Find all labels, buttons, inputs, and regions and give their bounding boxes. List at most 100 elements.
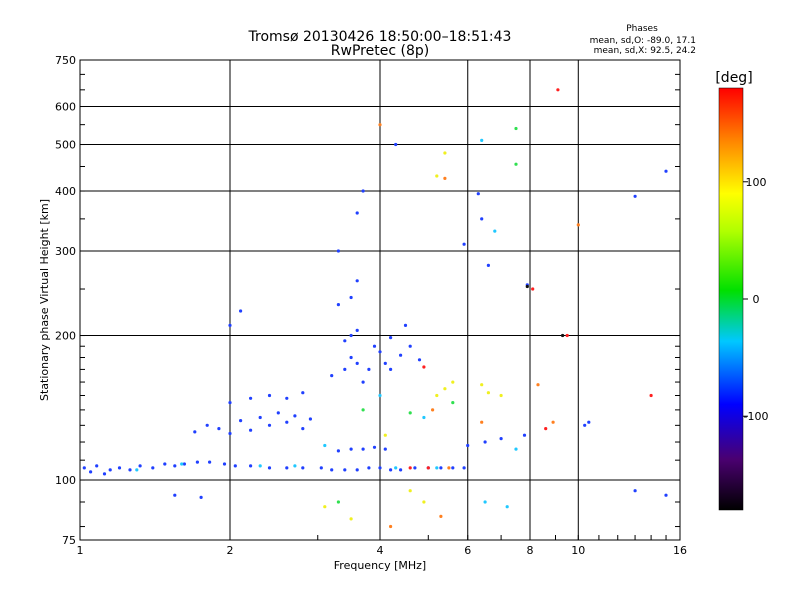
- colorbar-tick-label: -100: [744, 410, 769, 423]
- stats-line-x: mean, sd,X: 92.5, 24.2: [594, 46, 696, 56]
- data-point: [394, 142, 398, 147]
- x-tick-label: 4: [377, 544, 384, 557]
- data-point: [505, 505, 509, 509]
- data-point: [193, 430, 197, 434]
- x-tick-label: 2: [227, 544, 234, 557]
- colorbar-ticks: 100 0 -100: [743, 176, 768, 423]
- data-point: [355, 328, 359, 332]
- x-tick-label: 1: [77, 544, 84, 557]
- data-point: [361, 447, 365, 451]
- x-axis-label: Frequency [MHz]: [334, 559, 426, 572]
- y-tick-label: 300: [55, 245, 76, 258]
- data-point: [199, 495, 203, 499]
- data-point: [228, 401, 232, 405]
- colorbar-unit: [deg]: [715, 70, 752, 86]
- data-point: [233, 464, 237, 468]
- data-point: [565, 333, 569, 338]
- data-point: [462, 466, 466, 470]
- data-point: [633, 194, 637, 198]
- data-point: [128, 468, 132, 472]
- data-point: [267, 393, 272, 398]
- data-point: [483, 500, 487, 504]
- data-point: [556, 88, 560, 92]
- data-point: [308, 417, 312, 421]
- data-point: [355, 468, 359, 472]
- data-point: [525, 284, 529, 289]
- data-point: [435, 393, 439, 398]
- data-point: [95, 464, 99, 468]
- data-point: [486, 391, 490, 395]
- data-point: [319, 466, 323, 470]
- data-point: [208, 460, 212, 464]
- data-point: [323, 443, 327, 448]
- data-point: [587, 420, 591, 424]
- x-axis: 1 2 4 6 8 10 16: [77, 535, 687, 557]
- data-point: [361, 408, 365, 412]
- data-point: [336, 500, 340, 504]
- data-point: [514, 162, 518, 166]
- data-point: [664, 493, 668, 497]
- colorbar: [deg] 100 0 -100: [715, 70, 768, 511]
- data-point: [343, 367, 347, 371]
- data-point: [367, 466, 371, 470]
- grid-lines: [80, 60, 680, 540]
- data-point: [151, 466, 155, 470]
- x-tick-label: 16: [673, 544, 687, 557]
- data-points: [82, 88, 668, 529]
- data-point: [205, 423, 209, 427]
- stats-heading: Phases: [626, 24, 658, 34]
- data-point: [330, 468, 334, 472]
- data-point: [361, 380, 365, 384]
- data-point: [330, 374, 334, 378]
- data-point: [499, 437, 503, 441]
- data-point: [195, 460, 199, 464]
- data-point: [355, 279, 359, 283]
- data-point: [422, 365, 426, 369]
- data-point: [267, 423, 272, 427]
- data-point: [561, 333, 565, 338]
- data-point: [138, 464, 142, 468]
- data-point: [163, 462, 167, 466]
- data-point: [389, 468, 393, 472]
- data-point: [217, 427, 221, 431]
- data-point: [82, 466, 86, 470]
- x-tick-label: 8: [527, 544, 534, 557]
- data-point: [551, 420, 555, 424]
- data-point: [480, 420, 484, 424]
- data-point: [285, 420, 289, 424]
- data-point: [443, 151, 447, 155]
- data-point: [361, 189, 365, 193]
- colorbar-tick-label: 0: [753, 293, 760, 306]
- data-point: [544, 427, 548, 431]
- data-point: [417, 358, 422, 362]
- data-point: [426, 466, 430, 470]
- data-point: [249, 464, 253, 468]
- data-point: [367, 367, 371, 371]
- data-point: [408, 466, 412, 470]
- data-point: [301, 427, 305, 431]
- data-point: [349, 447, 353, 451]
- data-point: [514, 447, 518, 451]
- y-tick-label: 500: [55, 139, 76, 152]
- y-tick-label: 750: [55, 54, 76, 67]
- data-point: [102, 472, 107, 476]
- data-point: [355, 211, 359, 215]
- data-point: [349, 355, 353, 360]
- data-point: [336, 249, 340, 253]
- data-point: [583, 423, 587, 427]
- data-point: [408, 411, 412, 415]
- data-point: [480, 383, 484, 387]
- data-point: [466, 443, 470, 448]
- data-point: [336, 449, 340, 453]
- y-axis: 75 100 200 300 400 500 600 750: [55, 54, 680, 547]
- data-point: [378, 393, 382, 398]
- data-point: [649, 393, 653, 398]
- data-point: [378, 466, 382, 470]
- data-point: [462, 242, 466, 246]
- y-axis-label: Stationary phase Virtual Height [km]: [38, 199, 51, 401]
- data-point: [383, 447, 387, 451]
- data-point: [249, 396, 253, 400]
- data-point: [276, 411, 280, 415]
- y-tick-label: 75: [62, 534, 76, 547]
- data-point: [536, 383, 540, 387]
